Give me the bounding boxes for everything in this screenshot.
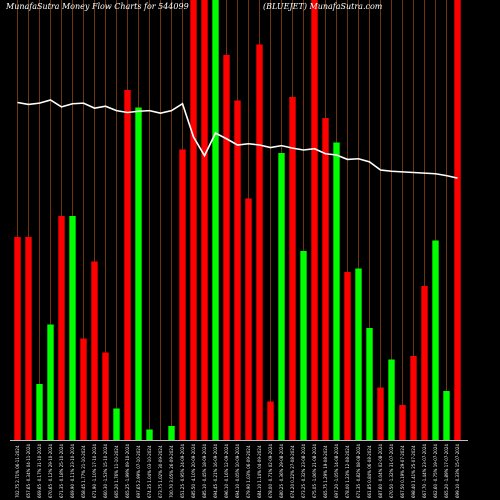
x-tick-label: 694.10 -0.05% 10-09-2024 [235,444,240,498]
x-tick-label: 671.90 -1.10% 17-10-2024 [92,444,97,498]
x-tick-label: 665.25 -1.99% 09-10-2024 [125,444,130,498]
volume-bar [399,405,406,440]
volume-bar [311,0,318,440]
x-tick-label: 665.20 -1.89% 17-07-2024 [444,444,449,498]
volume-bar [113,408,120,440]
x-tick-label: 651.25 -0.95% 24-09-2024 [180,444,185,498]
x-tick-label: 671.35 -0.18% 25-10-2024 [59,444,64,498]
volume-bar [267,401,274,440]
x-tick-label: 684.10 1.14% 04-09-2024 [257,445,262,498]
volume-bar [58,216,65,440]
volume-bar [223,55,230,440]
x-tick-label: 661.85 0.84% 06-08-2024 [367,445,372,498]
volume-bar [69,216,76,440]
volume-bars [14,0,461,440]
volume-bar [432,240,439,440]
x-tick-label: 670.50 -1.32% 31-07-2024 [389,444,394,498]
volume-bar [366,328,373,440]
chart-title: MunafaSutra Money Flow Charts for 544099 [5,2,189,11]
x-tick-label: 658.45 1.77% 21-10-2024 [81,445,86,498]
x-tick-label: 667.50 0.19% 29-07-2024 [400,445,405,498]
x-tick-label: 669.65 -0.17% 31-10-2024 [37,444,42,498]
x-tick-label: 675.05 -1.06% 21-08-2024 [312,444,317,498]
x-tick-label: 678.00 -0.71% 02-09-2024 [268,444,273,498]
x-tick-label: 657.65 -0.34% 04-11-2024 [26,444,31,498]
x-tick-label: 662.60 -0.75% 19-07-2024 [433,444,438,498]
volume-bar [80,338,87,440]
volume-bar [25,237,32,440]
x-tick-label: 687.60 -0.04% 02-08-2024 [378,444,383,498]
x-tick-label: 674.35 1.04% 03-10-2024 [147,445,152,498]
volume-bar [36,384,43,440]
volume-bar [234,100,241,440]
volume-bar [333,142,340,440]
volume-bar [168,426,175,440]
chart-ticker: (BLUEJET) MunafaSutra.com [263,2,383,11]
x-tick-label: 697.20 -1.05% 14-08-2024 [334,444,339,498]
volume-bar [388,359,395,440]
x-tick-label: 660.30 -1.53% 15-10-2024 [103,444,108,498]
volume-bar [322,118,329,440]
volume-bar [245,198,252,440]
x-tick-label: 667.70 -1.44% 23-07-2024 [422,444,427,498]
volume-bar [443,391,450,440]
volume-bar [146,429,153,440]
volume-bar [421,286,428,440]
x-tick-label: 685.10 -0.45% 18-09-2024 [202,444,207,498]
volume-bar [278,153,285,440]
x-tick-label: 699.10 -0.33% 15-07-2024 [455,444,460,498]
x-tick-label: 678.00 1.23% 12-08-2024 [345,445,350,498]
volume-bar [102,352,109,440]
volume-bar [377,387,384,440]
x-tick-label: 665.20 1.76% 11-10-2024 [114,445,119,498]
volume-bar [454,0,461,440]
x-tick-label: 673.75 1.02% 30-09-2024 [158,445,163,498]
volume-bar [135,107,142,440]
x-tick-label: 697.65 2.99% 07-10-2024 [136,445,141,498]
x-tick-label: 700.70 3.05% 26-09-2024 [169,445,174,498]
x-tick-label: 679.90 1.03% 06-09-2024 [246,445,251,498]
x-tick-label: 674.20 0.22% 27-08-2024 [290,445,295,498]
volume-bar [256,44,263,440]
volume-bar [212,0,219,440]
volume-bar [14,237,21,440]
volume-bar [47,324,54,440]
x-tick-label: 694.45 -0.21% 16-09-2024 [213,444,218,498]
x-tick-label: 685.50 -4.10% 20-09-2024 [191,444,196,498]
x-tick-label: 698.40 1.41% 25-07-2024 [411,445,416,498]
volume-bar [201,0,208,440]
volume-bar [344,272,351,440]
x-tick-label: 670.65 -0.12% 29-10-2024 [48,444,53,498]
volume-bar [355,268,362,440]
volume-bar [179,149,186,440]
volume-bar [91,261,98,440]
volume-bar [124,90,131,440]
x-tick-label: 665.75 1.29% 19-08-2024 [323,445,328,498]
x-tick-label: 673.25 -0.32% 23-08-2024 [301,444,306,498]
x-tick-label: 702.75 2.71% 06-11-2024 [15,445,20,498]
x-tick-label: 671.35 -0.82% 08-08-2024 [356,444,361,498]
x-tick-label: 696.10 -0.16% 12-09-2024 [224,444,229,498]
x-tick-label: 669.90 -0.11% 23-10-2024 [70,444,75,498]
volume-bar [190,0,197,440]
x-tick-label: 680.25 -0.36% 29-08-2024 [279,444,284,498]
price-line [17,99,458,179]
volume-bar [300,251,307,440]
volume-bar [289,97,296,440]
volume-bar [410,356,417,440]
x-tick-labels: 702.75 2.71% 06-11-2024 657.65 -0.34% 04-… [15,444,460,498]
